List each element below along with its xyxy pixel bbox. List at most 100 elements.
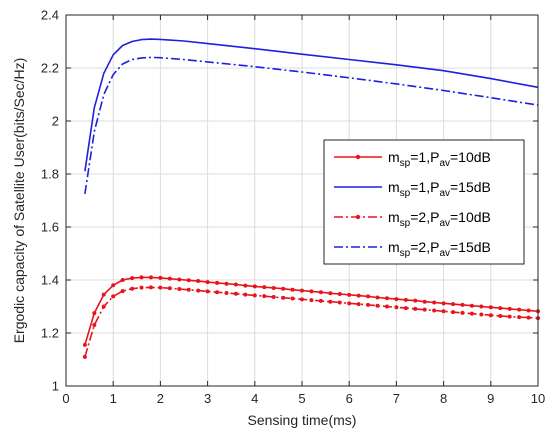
legend-text-part: =15dB	[450, 179, 491, 195]
series-3-point	[356, 302, 361, 307]
series-3-point	[224, 290, 229, 295]
series-1-point	[92, 311, 97, 316]
series-3-point	[300, 297, 304, 302]
series-1-point	[281, 286, 286, 291]
series-3-point	[186, 287, 191, 292]
series-1-point	[356, 293, 361, 298]
y-tick-label: 1.4	[41, 273, 59, 288]
series-1-point	[422, 299, 427, 304]
series-3-point	[469, 311, 474, 316]
series-line-4	[84, 56, 539, 195]
legend-entry-1: msp=1,Pav=10dB	[388, 149, 491, 169]
series-1-point	[347, 292, 352, 297]
series-3-point	[498, 314, 503, 319]
series-1-point	[413, 298, 418, 303]
series-1-point	[384, 296, 389, 301]
series-1-point	[328, 291, 333, 296]
legend-text-part: m	[388, 209, 400, 225]
series-3-point	[328, 299, 333, 304]
series-3-point	[318, 298, 323, 303]
series-3-point	[215, 290, 220, 295]
series-1-point	[375, 295, 380, 300]
series-1-point	[337, 292, 342, 297]
series-1-point	[460, 302, 465, 307]
series-3-point	[479, 312, 484, 317]
legend-box	[323, 139, 525, 265]
legend-text-part: =2,	[410, 239, 430, 255]
x-tick-label: 9	[487, 391, 494, 406]
y-axis-label: Ergodic capacity of Satellite User(bits/…	[11, 58, 27, 344]
series-1-point	[111, 283, 116, 288]
series-layer	[82, 38, 540, 359]
series-3-point	[252, 293, 257, 298]
series-3-point	[111, 294, 116, 299]
x-tick-label: 2	[157, 391, 164, 406]
x-tick-label: 3	[204, 391, 211, 406]
legend-entry-4: msp=2,Pav=15dB	[388, 239, 491, 259]
series-3-point	[177, 287, 182, 292]
series-1-point	[130, 276, 135, 281]
series-3-point	[158, 285, 163, 290]
series-1-point	[252, 284, 257, 289]
series-1-point	[243, 283, 248, 288]
series-3-point	[271, 294, 276, 299]
legend-text-part: =1,	[410, 179, 430, 195]
series-1-point	[441, 301, 446, 306]
series-1-point	[101, 292, 106, 297]
series-1-point	[186, 278, 191, 283]
series-1-point	[309, 289, 314, 294]
series-1-point	[167, 276, 172, 281]
series-1-point	[526, 308, 531, 313]
series-1-point	[469, 303, 474, 308]
legend-text-part: av	[439, 158, 450, 169]
series-1-point	[158, 275, 163, 280]
y-tick-label: 1.2	[41, 326, 59, 341]
series-3-point	[120, 289, 125, 294]
series-3-point	[205, 289, 210, 294]
y-tick-label: 1	[52, 379, 59, 394]
legend: msp=1,Pav=10dBmsp=1,Pav=15dBmsp=2,Pav=10…	[323, 139, 525, 265]
series-3-point	[413, 306, 418, 311]
x-axis-label: Sensing time(ms)	[248, 412, 357, 428]
y-tick-label: 2	[52, 114, 59, 129]
series-3-point	[517, 315, 522, 320]
y-tick-label: 2.4	[41, 8, 59, 23]
series-1-point	[177, 277, 182, 282]
series-3-point	[394, 305, 399, 310]
legend-text-part: P	[430, 209, 439, 225]
series-1-point	[479, 304, 484, 309]
series-1-point	[271, 285, 276, 290]
legend-text-part: m	[388, 239, 400, 255]
series-1-point	[82, 342, 87, 347]
series-3-point	[130, 286, 135, 291]
legend-entry-3: msp=2,Pav=10dB	[388, 209, 491, 229]
series-3-point	[488, 313, 493, 318]
series-3-point	[451, 310, 456, 315]
series-1-point	[262, 285, 267, 290]
series-3-point	[375, 303, 380, 308]
series-line-2	[84, 38, 539, 172]
legend-entry-2: msp=1,Pav=15dB	[388, 179, 491, 199]
series-1-point	[120, 278, 125, 282]
series-3-point	[196, 288, 201, 293]
legend-text-part: P	[430, 179, 439, 195]
series-1-point	[148, 275, 153, 280]
x-tick-label: 10	[531, 391, 545, 406]
series-1-point	[488, 305, 493, 310]
x-tick-label: 0	[62, 391, 69, 406]
legend-text-part: av	[439, 218, 450, 229]
series-3-point	[243, 292, 248, 297]
legend-text-part: P	[430, 149, 439, 165]
legend-text-part: av	[439, 248, 450, 259]
legend-text-part: =10dB	[450, 209, 491, 225]
legend-marker-3	[355, 214, 361, 220]
series-3-point	[139, 285, 144, 290]
x-tick-label: 1	[110, 391, 117, 406]
series-3-point	[526, 315, 531, 320]
series-3-point	[432, 308, 437, 313]
x-tick-label: 8	[440, 391, 447, 406]
legend-text-part: sp	[400, 248, 411, 259]
legend-text-part: =2,	[410, 209, 430, 225]
